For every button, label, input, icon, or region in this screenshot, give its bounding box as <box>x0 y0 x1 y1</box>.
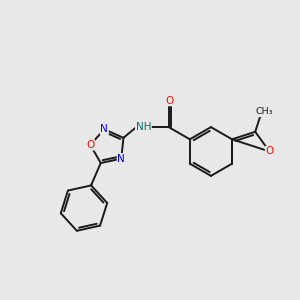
Text: NH: NH <box>136 122 151 132</box>
Text: O: O <box>86 140 94 150</box>
Text: O: O <box>266 146 274 157</box>
Text: N: N <box>100 124 108 134</box>
Text: CH₃: CH₃ <box>255 107 272 116</box>
Text: O: O <box>165 96 173 106</box>
Text: N: N <box>117 154 125 164</box>
